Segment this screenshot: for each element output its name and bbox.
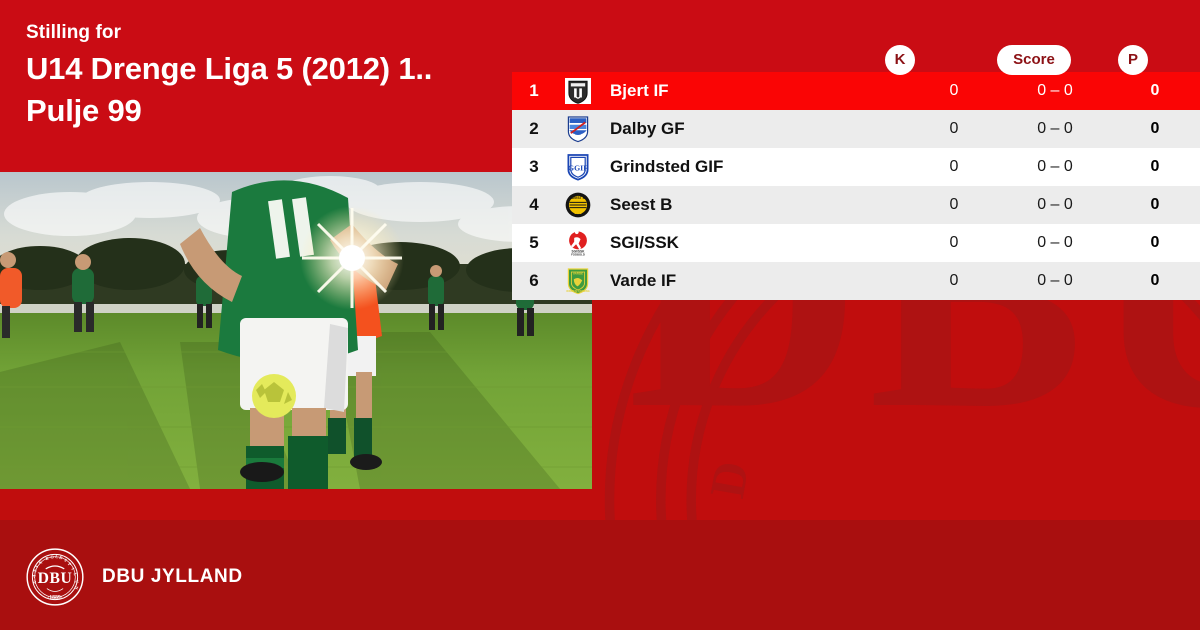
table-row[interactable]: 2 Dalby GF 0 0 – 0 0 <box>512 110 1200 148</box>
row-goal-score: 0 – 0 <box>1037 272 1073 289</box>
page-title: U14 Drenge Liga 5 (2012) 1.. Pulje 99 <box>26 51 433 128</box>
bjert-if-crest <box>556 78 600 104</box>
svg-text:N: N <box>32 567 38 573</box>
svg-text:IDRÆTSFORENING: IDRÆTSFORENING <box>566 290 589 293</box>
svg-text:SEEST B: SEEST B <box>571 196 586 200</box>
row-goal-score: 0 – 0 <box>1037 158 1073 175</box>
row-goal-score: 0 – 0 <box>1037 82 1073 99</box>
table-row[interactable]: 6 VARDE IDRÆTSFORENING Varde IF 0 0 – 0 0 <box>512 262 1200 300</box>
svg-text:U: U <box>74 580 80 585</box>
svg-text:L: L <box>55 554 59 560</box>
row-rank: 6 <box>529 271 539 290</box>
svg-text:DBU: DBU <box>38 570 73 587</box>
footer: DBU ·1889· D A N S K B O L D S P I L U N <box>26 548 243 606</box>
svg-text:VARDE: VARDE <box>573 271 583 275</box>
svg-text:S: S <box>63 557 68 563</box>
svg-text:O: O <box>50 554 54 559</box>
row-goal-score: 0 – 0 <box>1037 120 1073 137</box>
column-header-p[interactable]: P <box>1118 45 1148 75</box>
row-rank: 4 <box>529 195 539 214</box>
sgi-ssk-crest: SGI/SSK FODBOLD <box>556 229 600 257</box>
row-team-name: Dalby GF <box>610 119 685 138</box>
football-match-photo <box>0 172 592 489</box>
svg-text:D: D <box>32 579 38 584</box>
svg-text:N: N <box>74 586 79 590</box>
svg-text:1931: 1931 <box>574 211 581 215</box>
seest-b-crest: SEEST B 1931 <box>556 192 600 218</box>
varde-if-crest: VARDE IDRÆTSFORENING <box>556 267 600 295</box>
dbu-logo-icon: DBU ·1889· D A N S K B O L D S P I L U N <box>26 548 84 606</box>
svg-text:FODBOLD: FODBOLD <box>571 253 585 257</box>
row-team-name: Varde IF <box>610 271 677 290</box>
row-goal-score: 0 – 0 <box>1037 196 1073 213</box>
column-header-score[interactable]: Score <box>997 45 1071 75</box>
row-points: 0 <box>1150 272 1160 289</box>
row-rank: 1 <box>529 81 539 100</box>
row-points: 0 <box>1150 234 1160 251</box>
svg-text:L: L <box>73 572 79 577</box>
row-rank: 2 <box>529 119 539 138</box>
footer-org-name: DBU JYLLAND <box>102 566 243 587</box>
row-matches-played: 0 <box>949 234 959 251</box>
table-row[interactable]: 5 SGI/SSK FODBOLD SGI/SSK 0 0 – 0 0 <box>512 224 1200 262</box>
row-matches-played: 0 <box>949 196 959 213</box>
row-points: 0 <box>1150 82 1160 99</box>
row-matches-played: 0 <box>949 272 959 289</box>
dalby-gf-crest <box>556 115 600 143</box>
row-matches-played: 0 <box>949 158 959 175</box>
svg-text:·1889·: ·1889· <box>47 595 63 601</box>
row-points: 0 <box>1150 120 1160 137</box>
table-row[interactable]: 3 GGIF Grindsted GIF 0 0 – 0 0 <box>512 148 1200 186</box>
row-matches-played: 0 <box>949 82 959 99</box>
row-rank: 5 <box>529 233 539 252</box>
row-team-name: Seest B <box>610 195 673 214</box>
svg-text:A: A <box>31 573 37 579</box>
svg-text:I: I <box>70 567 75 571</box>
row-matches-played: 0 <box>949 120 959 137</box>
svg-text:S: S <box>34 563 39 569</box>
row-goal-score: 0 – 0 <box>1037 234 1073 251</box>
header-kicker: Stilling for <box>26 22 122 43</box>
row-team-name: Bjert IF <box>610 81 669 100</box>
row-team-name: Grindsted GIF <box>610 157 724 176</box>
column-header-k[interactable]: K <box>885 45 915 75</box>
row-rank: 3 <box>529 157 539 176</box>
svg-text:P: P <box>67 561 73 567</box>
svg-text:SGI/SSK: SGI/SSK <box>572 250 586 254</box>
svg-text:D: D <box>699 457 759 502</box>
table-header-pills: K Score P <box>512 45 1200 75</box>
svg-text:K: K <box>38 559 43 565</box>
row-points: 0 <box>1150 158 1160 175</box>
table-row[interactable]: 1 Bjert IF 0 0 – 0 0 <box>512 72 1200 110</box>
row-points: 0 <box>1150 196 1160 213</box>
svg-text:B: B <box>45 556 49 561</box>
svg-text:GGIF: GGIF <box>568 164 588 173</box>
grindsted-gif-crest: GGIF <box>556 153 600 181</box>
row-team-name: SGI/SSK <box>610 233 679 252</box>
svg-text:D: D <box>59 555 64 561</box>
table-row[interactable]: 4 SEEST B 1931 Seest B 0 0 – 0 0 <box>512 186 1200 224</box>
